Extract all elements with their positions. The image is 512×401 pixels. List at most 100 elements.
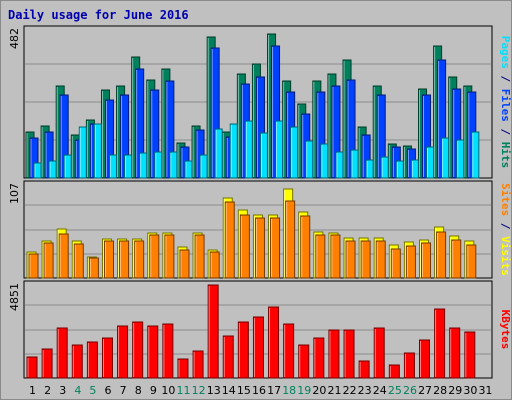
legend-item: / [499, 216, 512, 236]
bar-body [41, 348, 53, 379]
bar-sites-day-21 [330, 234, 341, 279]
bar-body [345, 240, 356, 279]
bar-pages-day-22 [350, 149, 359, 179]
x-tick-label-day-3: 3 [59, 384, 66, 397]
bar-pages-day-16 [259, 132, 268, 179]
bar-kbytes-day-7 [117, 325, 129, 379]
bar-pages-day-8 [139, 152, 148, 179]
bar-sites-day-16 [254, 217, 265, 279]
bar-body [360, 240, 371, 279]
bar-body [43, 242, 54, 279]
bar-body [421, 242, 432, 279]
bar-kbytes-day-21 [328, 329, 340, 379]
bar-kbytes-day-13 [207, 284, 219, 379]
y-max-label: 482 [8, 28, 21, 49]
bar-sites-day-12 [194, 234, 205, 279]
x-tick-label-day-28: 28 [433, 384, 447, 397]
x-tick-label-day-13: 13 [207, 384, 221, 397]
bar-body [373, 327, 385, 379]
bar-body [229, 123, 238, 179]
bar-sites-day-11 [179, 249, 190, 279]
bar-body [88, 257, 99, 279]
x-tick-label-day-26: 26 [403, 384, 417, 397]
bar-kbytes-day-29 [449, 327, 461, 379]
x-tick-label-day-15: 15 [237, 384, 251, 397]
bar-pages-day-3 [63, 154, 72, 179]
x-tick-label-day-23: 23 [358, 384, 372, 397]
legend-item: Sites [499, 183, 512, 216]
bar-kbytes-day-30 [464, 331, 476, 379]
bar-body [395, 160, 404, 179]
bar-body [358, 360, 370, 379]
bar-body [239, 214, 250, 279]
bar-kbytes-day-2 [41, 348, 53, 379]
x-tick-label-day-18: 18 [282, 384, 296, 397]
bar-kbytes-day-19 [298, 344, 310, 379]
x-tick-label-day-31: 31 [478, 384, 492, 397]
bar-body [117, 325, 129, 379]
legend-item: / [499, 122, 512, 142]
bar-sites-day-27 [421, 242, 432, 279]
bar-kbytes-day-4 [71, 344, 83, 379]
x-tick-label-day-12: 12 [192, 384, 206, 397]
bar-body [63, 154, 72, 179]
bar-pages-day-9 [154, 151, 163, 179]
bar-kbytes-day-23 [358, 360, 370, 379]
bar-sites-day-24 [375, 240, 386, 279]
bar-pages-day-13 [214, 128, 223, 179]
bar-sites-day-13 [209, 251, 220, 279]
bar-pages-day-5 [93, 123, 102, 179]
bar-body [375, 240, 386, 279]
bar-pages-day-18 [290, 126, 299, 179]
bar-body [209, 251, 220, 279]
bar-pages-day-4 [78, 126, 87, 179]
x-tick-label-day-11: 11 [177, 384, 191, 397]
bar-sites-day-10 [164, 234, 175, 279]
bar-body [335, 151, 344, 179]
bar-kbytes-day-6 [101, 337, 113, 379]
bar-body [252, 316, 264, 379]
bar-body [192, 350, 204, 379]
bar-body [73, 243, 84, 279]
bar-kbytes-day-14 [222, 335, 234, 379]
bar-pages-day-1 [33, 162, 42, 179]
bar-pages-day-21 [335, 151, 344, 179]
bar-kbytes-day-11 [177, 358, 189, 379]
bar-kbytes-day-24 [373, 327, 385, 379]
bar-body [119, 240, 130, 279]
legend-item: Visits [499, 236, 512, 276]
bar-kbytes-day-1 [26, 356, 38, 379]
bar-kbytes-day-22 [343, 329, 355, 379]
bar-pages-day-20 [320, 143, 329, 179]
bar-body [147, 325, 159, 379]
bar-body [224, 201, 235, 279]
bar-pages-day-2 [48, 160, 57, 179]
bar-kbytes-day-5 [86, 341, 98, 379]
legend-item: Hits [499, 142, 512, 169]
bar-body [436, 231, 447, 279]
legend-item: / [499, 69, 512, 89]
bar-pages-day-11 [184, 160, 193, 179]
x-tick-label-day-6: 6 [105, 384, 112, 397]
x-tick-label-day-19: 19 [297, 384, 311, 397]
bar-body [464, 331, 476, 379]
x-tick-label-day-14: 14 [222, 384, 236, 397]
bar-pages-day-25 [395, 160, 404, 179]
bar-pages-day-26 [410, 159, 419, 179]
bar-body [71, 344, 83, 379]
bar-body [305, 140, 314, 179]
bar-sites-day-25 [390, 248, 401, 279]
bar-body [330, 234, 341, 279]
panel-legend: Pages / Files / Hits [499, 36, 512, 169]
bar-sites-day-18 [285, 200, 296, 279]
bar-body [139, 152, 148, 179]
bar-sites-day-26 [405, 245, 416, 279]
bar-body [380, 156, 389, 179]
bar-pages-day-30 [471, 131, 480, 179]
bar-pages-day-17 [275, 120, 284, 179]
bar-body [214, 128, 223, 179]
bar-sites-day-2 [43, 242, 54, 279]
bar-body [270, 217, 281, 279]
